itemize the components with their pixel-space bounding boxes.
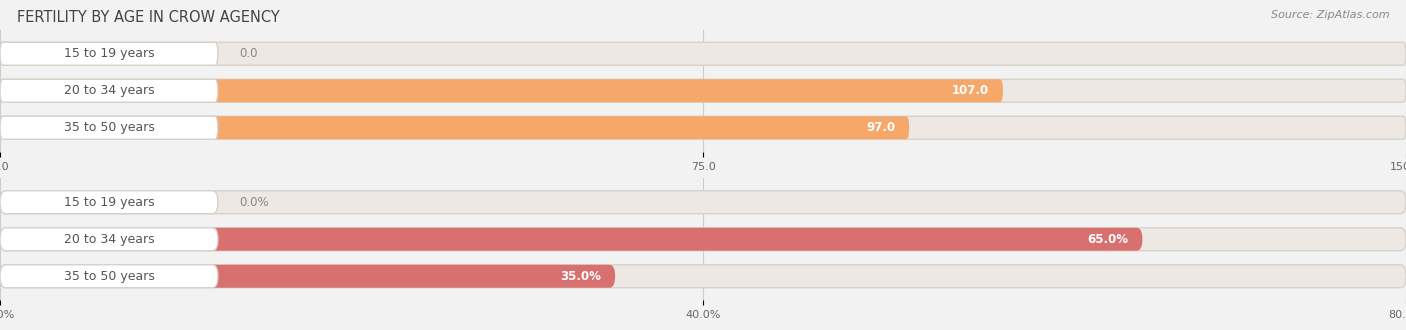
Text: 35.0%: 35.0% bbox=[560, 270, 602, 283]
FancyBboxPatch shape bbox=[0, 228, 218, 251]
Text: 20 to 34 years: 20 to 34 years bbox=[63, 84, 155, 97]
Text: 15 to 19 years: 15 to 19 years bbox=[63, 196, 155, 209]
Text: FERTILITY BY AGE IN CROW AGENCY: FERTILITY BY AGE IN CROW AGENCY bbox=[17, 10, 280, 25]
FancyBboxPatch shape bbox=[0, 116, 1406, 139]
FancyBboxPatch shape bbox=[0, 228, 1142, 251]
FancyBboxPatch shape bbox=[0, 116, 910, 139]
Text: 0.0%: 0.0% bbox=[239, 196, 269, 209]
Text: 97.0: 97.0 bbox=[866, 121, 896, 134]
FancyBboxPatch shape bbox=[0, 228, 1406, 251]
FancyBboxPatch shape bbox=[0, 42, 1406, 65]
FancyBboxPatch shape bbox=[0, 265, 616, 288]
FancyBboxPatch shape bbox=[0, 116, 218, 139]
Text: Source: ZipAtlas.com: Source: ZipAtlas.com bbox=[1271, 10, 1389, 20]
Text: 35 to 50 years: 35 to 50 years bbox=[63, 121, 155, 134]
FancyBboxPatch shape bbox=[0, 42, 218, 65]
FancyBboxPatch shape bbox=[0, 79, 218, 102]
Text: 65.0%: 65.0% bbox=[1087, 233, 1129, 246]
FancyBboxPatch shape bbox=[0, 265, 218, 288]
FancyBboxPatch shape bbox=[0, 191, 1406, 214]
FancyBboxPatch shape bbox=[0, 265, 1406, 288]
FancyBboxPatch shape bbox=[0, 79, 1002, 102]
Text: 107.0: 107.0 bbox=[952, 84, 988, 97]
Text: 15 to 19 years: 15 to 19 years bbox=[63, 47, 155, 60]
FancyBboxPatch shape bbox=[0, 79, 1406, 102]
Text: 20 to 34 years: 20 to 34 years bbox=[63, 233, 155, 246]
Text: 35 to 50 years: 35 to 50 years bbox=[63, 270, 155, 283]
FancyBboxPatch shape bbox=[0, 191, 218, 214]
Text: 0.0: 0.0 bbox=[239, 47, 257, 60]
